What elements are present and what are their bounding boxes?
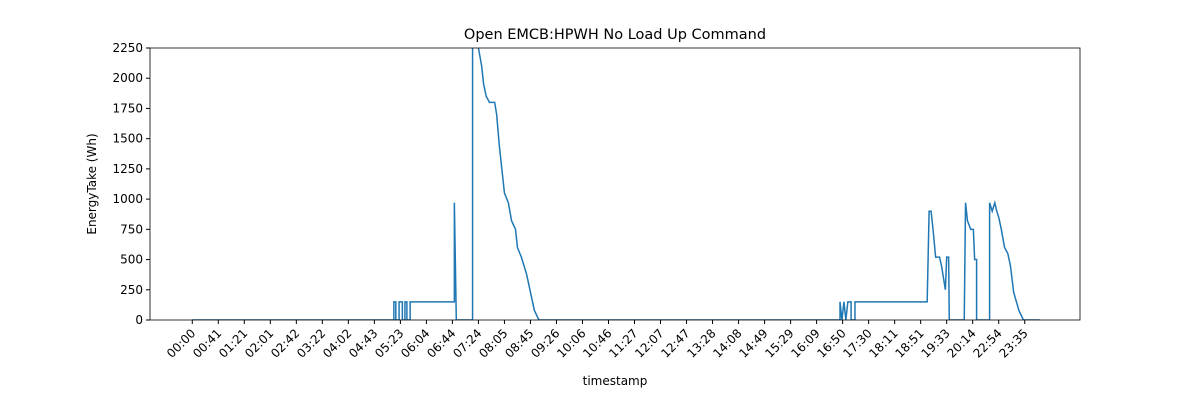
x-tick-label: 03:22 [294, 326, 328, 360]
x-tick-label: 10:06 [554, 326, 588, 360]
x-tick-label: 04:43 [346, 326, 380, 360]
x-tick-label: 06:04 [398, 326, 432, 360]
x-tick-label: 22:54 [970, 326, 1004, 360]
x-tick-label: 02:42 [268, 326, 302, 360]
y-tick-label: 750 [120, 222, 143, 236]
x-tick-label: 07:24 [450, 326, 484, 360]
y-tick-label: 250 [120, 283, 143, 297]
y-tick-label: 1750 [112, 101, 143, 115]
y-tick-label: 2000 [112, 71, 143, 85]
x-tick-label: 06:44 [424, 326, 458, 360]
x-tick-label: 14:49 [736, 326, 770, 360]
x-tick-label: 00:00 [164, 326, 198, 360]
x-tick-label: 18:11 [866, 326, 900, 360]
x-tick-label: 01:21 [216, 326, 250, 360]
x-tick-label: 17:30 [840, 326, 874, 360]
y-axis-label: EnergyTake (Wh) [85, 133, 99, 234]
y-tick-label: 500 [120, 253, 143, 267]
x-tick-label: 05:23 [372, 326, 406, 360]
y-tick-label: 2250 [112, 41, 143, 55]
y-tick-label: 1500 [112, 132, 143, 146]
x-tick-label: 16:09 [788, 326, 822, 360]
x-tick-label: 00:41 [190, 326, 224, 360]
x-tick-label: 19:33 [918, 326, 952, 360]
x-tick-label: 09:26 [528, 326, 562, 360]
chart-title: Open EMCB:HPWH No Load Up Command [464, 27, 766, 43]
data-line [192, 48, 1040, 320]
x-tick-label: 16:50 [814, 326, 848, 360]
x-tick-label: 18:51 [892, 326, 926, 360]
x-tick-label: 12:47 [658, 326, 692, 360]
y-tick-label: 1250 [112, 162, 143, 176]
x-axis-label: timestamp [583, 374, 648, 388]
x-tick-label: 10:46 [580, 326, 614, 360]
x-tick-label: 15:29 [762, 326, 796, 360]
x-tick-label: 04:02 [320, 326, 354, 360]
x-tick-label: 14:08 [710, 326, 744, 360]
x-tick-label: 08:05 [476, 326, 510, 360]
y-tick-label: 1000 [112, 192, 143, 206]
plot-frame [149, 47, 1081, 321]
x-tick-label: 02:01 [242, 326, 276, 360]
y-tick-label: 0 [135, 313, 143, 327]
x-tick-label: 08:45 [502, 326, 536, 360]
x-tick-label: 12:07 [632, 326, 666, 360]
x-tick-label: 20:14 [944, 326, 978, 360]
x-tick-label: 23:35 [996, 326, 1030, 360]
x-tick-label: 11:27 [606, 326, 640, 360]
x-tick-label: 13:28 [684, 326, 718, 360]
